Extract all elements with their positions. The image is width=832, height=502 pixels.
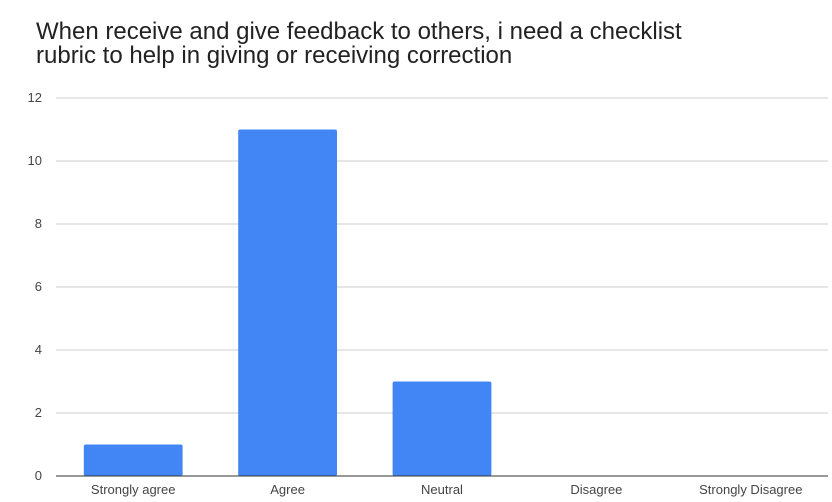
y-axis-ticks: 0 2 4 6 8 10 12 bbox=[28, 90, 42, 483]
x-tick-label: Neutral bbox=[421, 482, 463, 497]
y-tick-label: 10 bbox=[28, 153, 42, 168]
bar-agree bbox=[238, 129, 338, 476]
x-tick-label: Strongly Disagree bbox=[699, 482, 802, 497]
x-tick-label: Disagree bbox=[570, 482, 622, 497]
x-tick-label: Agree bbox=[270, 482, 305, 497]
chart-title-line-2: rubric to help in giving or receiving co… bbox=[36, 42, 513, 69]
chart-title-line-1: When receive and give feedback to others… bbox=[36, 18, 682, 45]
x-axis-ticks: Strongly agree Agree Neutral Disagree Strong… bbox=[91, 482, 803, 497]
bar-strongly-agree bbox=[83, 444, 183, 476]
y-tick-label: 8 bbox=[35, 216, 42, 231]
x-tick-label: Strongly agree bbox=[91, 482, 176, 497]
chart-title: When receive and give feedback to others… bbox=[36, 20, 816, 68]
y-tick-label: 12 bbox=[28, 90, 42, 105]
y-tick-label: 4 bbox=[35, 342, 42, 357]
bars bbox=[56, 129, 828, 477]
y-tick-label: 2 bbox=[35, 405, 42, 420]
y-tick-label: 0 bbox=[35, 468, 42, 483]
y-tick-label: 6 bbox=[35, 279, 42, 294]
bar-neutral bbox=[392, 381, 492, 476]
